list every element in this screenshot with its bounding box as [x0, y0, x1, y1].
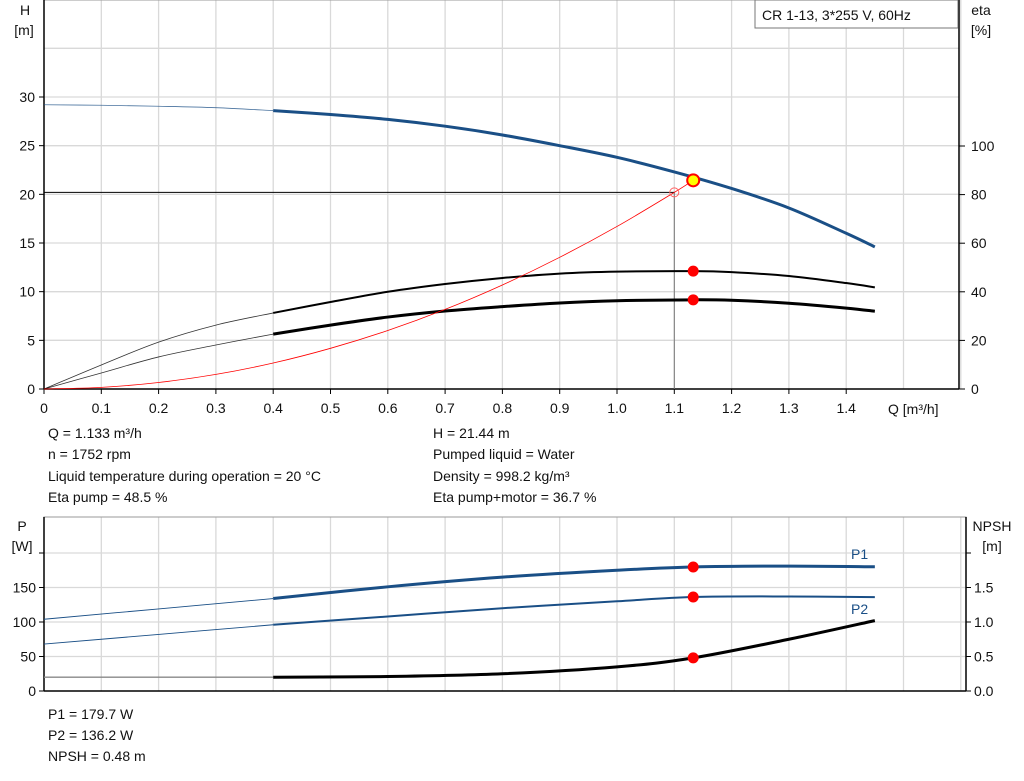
p1-curve-thin: [43, 598, 274, 620]
info-p2: P2 = 136.2 W: [48, 727, 134, 743]
info-density: Density = 998.2 kg/m³: [433, 468, 570, 484]
head-curve: [273, 109, 876, 249]
x-tick-label: 0.8: [493, 400, 513, 416]
x-tick-label: 0.6: [378, 400, 398, 416]
info-npsh: NPSH = 0.48 m: [48, 748, 146, 764]
npsh-curve: [273, 619, 876, 679]
x-tick-label: 1.3: [779, 400, 799, 416]
y2-tick-label: 20: [971, 332, 987, 348]
info-eta-total: Eta pump+motor = 36.7 %: [433, 489, 597, 505]
eta-pump-curve: [273, 270, 876, 314]
p-tick-label: 50: [20, 649, 36, 665]
npsh-axis-label-unit: [m]: [982, 538, 1001, 554]
info-speed: n = 1752 rpm: [48, 446, 131, 462]
y2-tick-label: 80: [971, 187, 987, 203]
p-tick-label: 100: [13, 614, 37, 630]
x-tick-label: 0.3: [206, 400, 226, 416]
y-tick-label: 20: [19, 186, 35, 202]
info-h: H = 21.44 m: [433, 425, 510, 441]
p1-curve: [273, 564, 875, 601]
eta-pump-duty-marker: [687, 265, 699, 277]
npsh-tick-label: 1.5: [974, 580, 994, 596]
duty-point-marker: [686, 173, 701, 188]
p-axis-label-name: P: [17, 518, 26, 534]
y-tick-label: 5: [27, 332, 35, 348]
x-tick-label: 0.1: [92, 400, 112, 416]
y-tick-label: 0: [27, 381, 35, 397]
y-axis-label-name: H: [20, 2, 30, 18]
y-axis-label-unit: [m]: [14, 22, 33, 38]
eta-pump-curve-thin: [43, 312, 274, 390]
x-tick-label: 0.2: [149, 400, 169, 416]
y2-tick-label: 60: [971, 235, 987, 251]
system-curve: [43, 179, 694, 390]
x-tick-label: 0: [40, 400, 48, 416]
npsh-axis-label-name: NPSH: [973, 518, 1012, 534]
y-tick-label: 25: [19, 138, 35, 154]
p1-curve-label: P1: [851, 546, 868, 562]
x-axis-label: Q [m³/h]: [888, 401, 939, 417]
y-tick-label: 30: [19, 89, 35, 105]
eta-total-duty-marker: [687, 294, 699, 306]
p-tick-label: 0: [28, 683, 36, 699]
p-axis-label-unit: [W]: [12, 538, 33, 554]
info-eta-pump: Eta pump = 48.5 %: [48, 489, 168, 505]
p2-duty-marker: [687, 591, 699, 603]
npsh-tick-label: 0.5: [974, 649, 994, 665]
p2-curve-thin: [43, 624, 274, 645]
x-tick-label: 1.4: [836, 400, 856, 416]
reference-point-marker: [669, 187, 680, 198]
x-tick-label: 0.5: [321, 400, 341, 416]
y2-tick-label: 40: [971, 284, 987, 300]
x-tick-label: 0.4: [263, 400, 283, 416]
x-tick-label: 0.7: [435, 400, 455, 416]
y-tick-label: 15: [19, 235, 35, 251]
info-q: Q = 1.133 m³/h: [48, 425, 142, 441]
x-tick-label: 1.0: [607, 400, 627, 416]
eta-total-curve-thin: [43, 333, 274, 390]
y-tick-label: 10: [19, 284, 35, 300]
p2-curve-label: P2: [851, 601, 868, 617]
x-tick-label: 1.1: [665, 400, 685, 416]
p1-duty-marker: [687, 561, 699, 573]
y2-axis-label-unit: [%]: [971, 22, 991, 38]
legend-box: [754, 0, 959, 29]
info-p1: P1 = 179.7 W: [48, 706, 134, 722]
npsh-duty-marker: [687, 652, 699, 664]
legend-text: CR 1-13, 3*255 V, 60Hz: [762, 7, 911, 23]
x-tick-label: 0.9: [550, 400, 570, 416]
info-liquid: Pumped liquid = Water: [433, 446, 575, 462]
y2-tick-label: 0: [971, 381, 979, 397]
npsh-tick-label: 1.0: [974, 614, 994, 630]
info-temperature: Liquid temperature during operation = 20…: [48, 468, 321, 484]
p-tick-label: 150: [13, 580, 37, 596]
plot-border-bottom: [43, 516, 967, 692]
npsh-tick-label: 0.0: [974, 683, 994, 699]
head-curve-thin: [43, 104, 274, 112]
y2-axis-label-name: eta: [971, 2, 991, 18]
x-tick-label: 1.2: [722, 400, 742, 416]
p2-curve: [273, 595, 875, 626]
y2-tick-label: 100: [971, 138, 995, 154]
eta-total-curve: [272, 298, 876, 336]
